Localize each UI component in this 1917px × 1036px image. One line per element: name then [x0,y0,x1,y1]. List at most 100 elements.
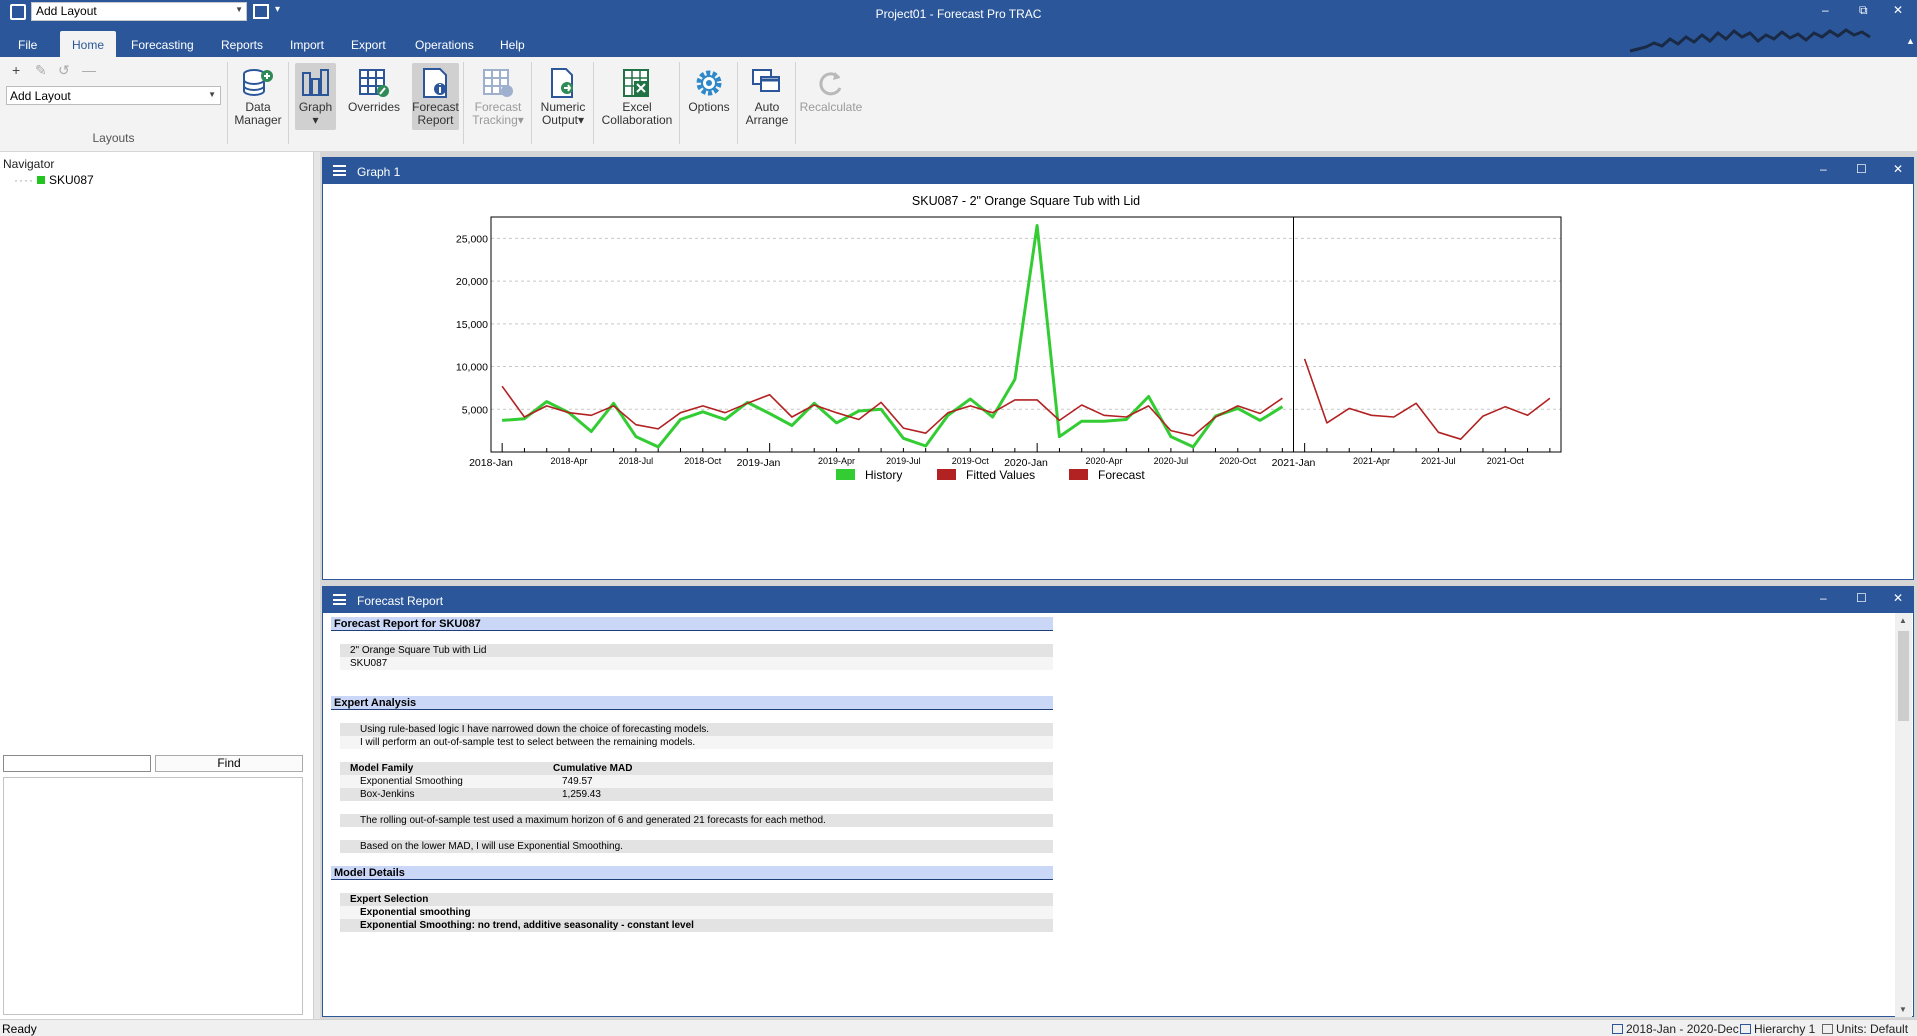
quick-layout-combo[interactable]: Add Layout ▼ [31,2,247,21]
layouts-group-label: Layouts [92,131,135,145]
status-bar: Ready 2018-Jan - 2020-Dec Hierarchy 1 Un… [0,1019,1917,1036]
undo-icon[interactable]: ↺ [58,62,70,78]
vertical-scrollbar[interactable]: ▲ ▼ [1895,613,1912,1017]
series-line-history [501,224,1284,449]
customize-toolbar-icon[interactable]: ▾ [275,4,281,15]
tracking-table-icon [483,69,513,97]
find-input[interactable] [3,755,151,772]
mad-table-header: Model Family Cumulative MAD [340,762,1053,775]
x-minor-label: 2018-Apr [551,456,588,466]
graph-dropdown-icon[interactable]: ▾ [312,113,319,127]
tab-export[interactable]: Export [351,38,386,52]
navigator-pane: Navigator ···· SKU087 Find [0,152,314,1019]
date-range-status[interactable]: 2018-Jan - 2020-Dec [1612,1022,1739,1036]
mad-family: Exponential Smoothing [360,776,463,787]
numeric-output-dropdown-icon[interactable]: ▾ [578,113,585,127]
tab-home[interactable]: Home [60,31,117,57]
restore-icon[interactable]: ⧉ [1859,3,1868,17]
forecast-tracking-button[interactable]: Forecast Tracking▾ [468,63,528,130]
app-title: Project01 - Forecast Pro TRAC [875,7,1042,21]
x-minor-label: 2020-Oct [1219,456,1257,466]
hierarchy-status[interactable]: Hierarchy 1 [1740,1022,1815,1036]
tab-reports[interactable]: Reports [221,38,264,52]
tab-help[interactable]: Help [500,38,525,52]
layout-combo[interactable]: Add Layout ▼ [6,86,221,105]
graph-label: Graph [298,100,333,114]
scroll-up-icon[interactable]: ▲ [1899,616,1907,625]
series-line-fitted-values [501,385,1283,437]
status-ready: Ready [2,1022,37,1036]
table-row: Box-Jenkins 1,259.43 [340,788,1053,801]
excel-collaboration-button[interactable]: Excel Collaboration [598,63,676,130]
auto-arrange-button[interactable]: Auto Arrange [742,63,792,130]
tab-import[interactable]: Import [290,38,325,52]
minimize-icon[interactable]: – [1820,591,1827,605]
chevron-down-icon[interactable]: ▼ [208,90,216,99]
overrides-button[interactable]: Overrides [346,63,402,130]
graph-button[interactable]: Graph ▾ [295,63,336,130]
forecast-chart[interactable]: SKU087 - 2" Orange Square Tub with Lid 5,… [323,184,1913,580]
ea-line-1: Using rule-based logic I have narrowed d… [340,723,1053,736]
chevron-down-icon[interactable]: ▼ [235,5,243,14]
gear-icon [696,70,722,96]
x-minor-label: 2019-Apr [818,456,855,466]
graph-window-header: Graph 1 – ☐ ✕ [323,158,1913,184]
y-tick-label: 15,000 [456,319,488,331]
pane-splitter[interactable] [314,152,320,1019]
ribbon: + ✎ ↺ — Add Layout ▼ Layouts Data Manager… [0,57,1917,152]
remove-icon[interactable]: — [82,62,96,78]
table-row: Exponential Smoothing 749.57 [340,775,1053,788]
scroll-thumb[interactable] [1898,631,1909,721]
find-results-list[interactable] [3,777,303,1015]
scroll-down-icon[interactable]: ▼ [1899,1005,1907,1014]
windows-arrange-icon [752,69,780,92]
model-family-label: Exponential smoothing [340,906,1053,919]
recalculate-button[interactable]: Recalculate [799,63,863,130]
minimize-icon[interactable]: – [1822,3,1829,17]
collapse-ribbon-icon[interactable]: ▲ [1906,36,1915,46]
edit-icon[interactable]: ✎ [35,62,47,78]
forecast-report-button[interactable]: Forecast Report [412,63,459,130]
excel-icon [623,69,649,97]
graph-window-title: Graph 1 [357,165,401,179]
expert-selection-label: Expert Selection [340,893,1053,906]
rolling-test-text: The rolling out-of-sample test used a ma… [340,814,1053,827]
x-major-label: 2020-Jan [1004,457,1048,469]
x-minor-label: 2021-Jul [1421,456,1456,466]
find-button[interactable]: Find [155,755,303,772]
layout-combo-value: Add Layout [10,89,71,103]
units-status[interactable]: Units: Default [1822,1022,1908,1036]
save-icon[interactable] [10,4,26,20]
close-icon[interactable]: ✕ [1893,162,1904,176]
maximize-icon[interactable]: ☐ [1856,591,1867,605]
add-icon[interactable]: + [12,62,21,78]
data-manager-button[interactable]: Data Manager [231,63,285,130]
separator [288,62,289,144]
close-icon[interactable]: ✕ [1893,3,1904,17]
navigator-item[interactable]: ···· SKU087 [14,173,94,187]
refresh-icon [819,72,842,96]
minimize-icon[interactable]: – [1820,162,1827,176]
forecast-tracking-dropdown-icon[interactable]: ▾ [517,113,524,127]
legend-label-history: History [865,468,902,482]
navigator-title: Navigator [3,157,55,171]
tab-forecasting[interactable]: Forecasting [131,38,194,52]
maximize-icon[interactable]: ☐ [1856,162,1867,176]
options-button[interactable]: Options [684,63,734,130]
quick-layout-value: Add Layout [36,4,97,18]
legend-swatch-forecast [1069,469,1088,480]
mad-value: 749.57 [562,776,593,787]
calendar-icon [1612,1024,1623,1034]
layout-icon[interactable] [253,4,269,19]
tab-operations[interactable]: Operations [415,38,474,52]
close-icon[interactable]: ✕ [1893,591,1904,605]
item-status-icon [36,176,45,184]
item-code: SKU087 [340,657,1053,670]
menu-icon[interactable] [333,594,346,605]
tab-file[interactable]: File [18,38,38,52]
graph-window: Graph 1 – ☐ ✕ SKU087 - 2" Orange Square … [322,157,1914,580]
numeric-output-button[interactable]: Numeric Output▾ [536,63,590,130]
model-details-header: Model Details [331,866,1053,880]
x-minor-label: 2019-Oct [952,456,990,466]
menu-icon[interactable] [333,165,346,176]
